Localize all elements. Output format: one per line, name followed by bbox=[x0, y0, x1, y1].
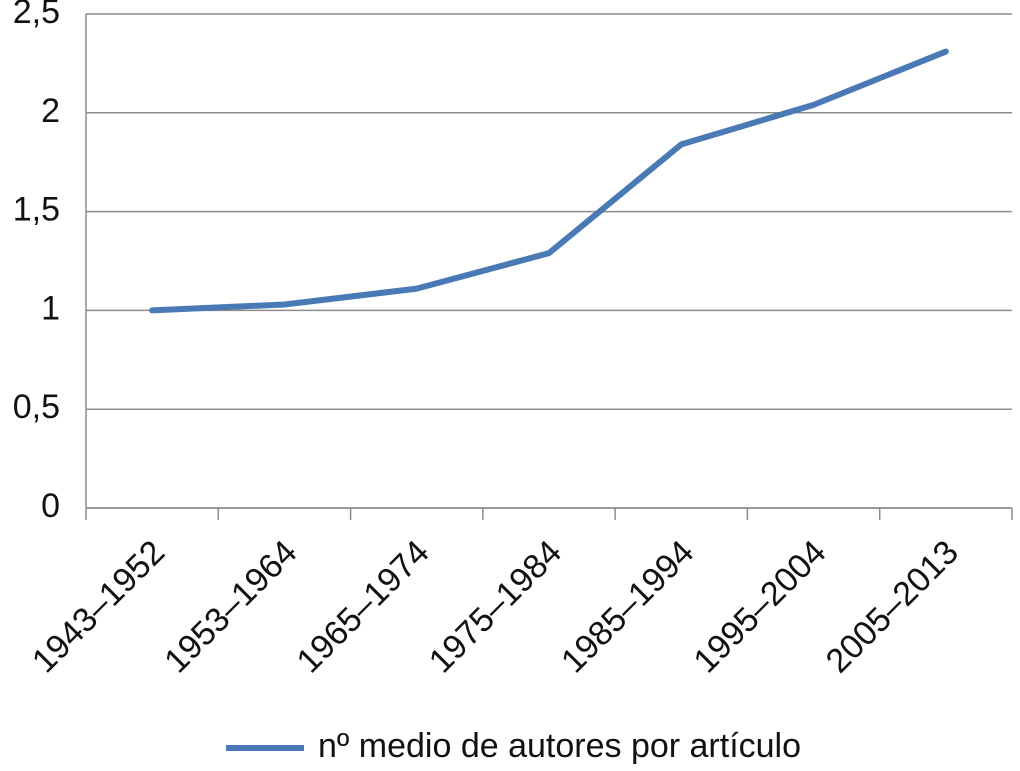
y-tick-label: 0 bbox=[41, 487, 60, 525]
data-line bbox=[149, 48, 949, 314]
x-tick-label: 1975–1984 bbox=[422, 533, 569, 680]
x-tick-label: 1953–1964 bbox=[157, 533, 304, 680]
y-tick-label: 2,5 bbox=[13, 0, 60, 31]
y-tick-label: 0,5 bbox=[13, 388, 60, 426]
y-tick-label: 2 bbox=[41, 92, 60, 130]
x-tick-label: 1995–2004 bbox=[686, 533, 833, 680]
x-tick-label: 1985–1994 bbox=[554, 533, 701, 680]
x-tick-label: 1943–1952 bbox=[25, 533, 172, 680]
x-tick-label: 1965–1974 bbox=[290, 533, 437, 680]
legend-label: nº medio de autores por artículo bbox=[318, 727, 801, 765]
y-tick-label: 1,5 bbox=[13, 191, 60, 229]
x-tick-label: 2005–2013 bbox=[819, 533, 966, 680]
y-tick-label: 1 bbox=[41, 289, 60, 327]
